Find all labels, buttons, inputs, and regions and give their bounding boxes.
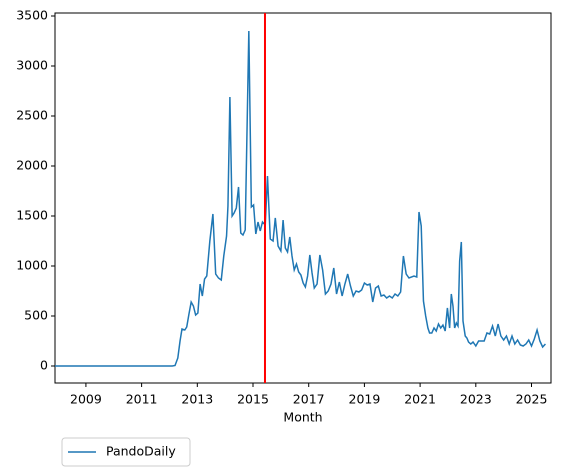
data-line: [55, 30, 546, 367]
x-tick-label: 2025: [516, 392, 548, 407]
x-tick-label: 2015: [237, 392, 269, 407]
y-tick-label: 1500: [16, 208, 48, 223]
x-tick-label: 2023: [460, 392, 492, 407]
y-tick-label: 2000: [16, 158, 48, 173]
x-tick-label: 2021: [404, 392, 436, 407]
y-tick-label: 3500: [16, 8, 48, 23]
legend-box: [61, 437, 191, 467]
x-tick-label: 2017: [293, 392, 325, 407]
x-axis-label: Month: [283, 410, 322, 425]
y-tick-label: 500: [24, 308, 48, 323]
legend-label: PandoDaily: [106, 444, 176, 459]
y-tick-label: 3000: [16, 58, 48, 73]
x-tick-label: 2013: [181, 392, 213, 407]
y-tick-label: 1000: [16, 258, 48, 273]
y-tick-label: 2500: [16, 108, 48, 123]
x-tick-label: 2019: [349, 392, 381, 407]
plot-frame: [54, 12, 552, 384]
x-tick-label: 2009: [70, 392, 102, 407]
y-tick-label: 0: [40, 358, 48, 373]
x-tick-label: 2011: [126, 392, 158, 407]
